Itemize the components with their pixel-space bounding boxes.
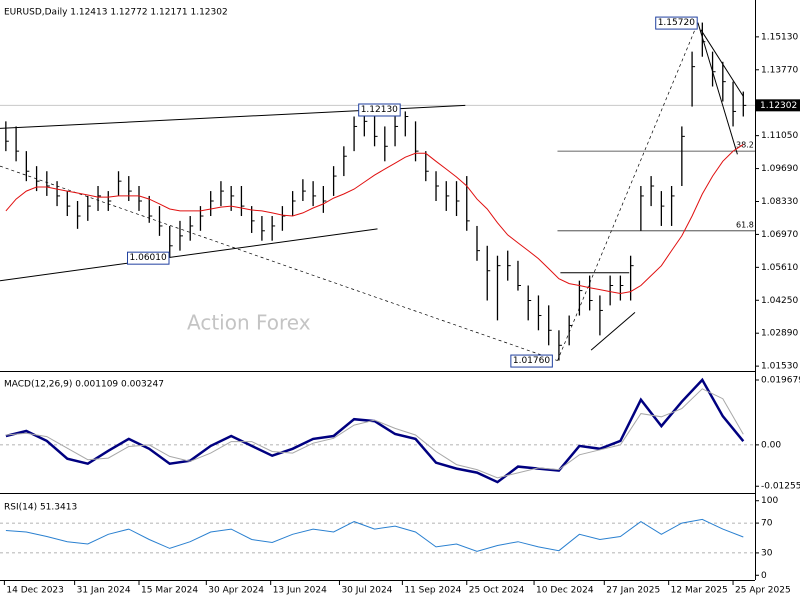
trendline <box>557 22 699 361</box>
x-tick-label: 15 Mar 2024 <box>141 586 198 596</box>
fib-label: 38.2 <box>736 141 754 150</box>
last-price-label: 1.12302 <box>760 101 797 111</box>
x-tick-label: 13 Jun 2024 <box>273 586 327 596</box>
y-tick-label: 0.019679 <box>761 376 800 386</box>
price-label-box <box>127 251 170 265</box>
trendline <box>0 228 378 282</box>
price-label: 1.01760 <box>513 356 550 366</box>
y-tick-label: 1.15130 <box>761 32 798 42</box>
y-tick-label: 100 <box>761 496 778 506</box>
y-tick-label: 1.06970 <box>761 230 798 240</box>
price-label-box <box>358 103 401 117</box>
y-tick-label: -0.012552 <box>761 482 800 492</box>
price-label-box <box>655 16 698 30</box>
x-tick-label: 31 Jan 2024 <box>77 586 131 596</box>
panel-title: EURUSD,Daily 1.12413 1.12772 1.12171 1.1… <box>4 8 228 18</box>
y-tick-label: 30 <box>761 548 773 558</box>
indicator-line <box>5 377 745 484</box>
price-label-box <box>510 354 553 368</box>
panel-title: MACD(12,26,9) 0.001109 0.003247 <box>4 380 164 390</box>
panel-title: RSI(14) 51.3413 <box>4 503 77 513</box>
watermark: Action Forex <box>187 311 311 335</box>
price-label: 1.15720 <box>658 18 695 28</box>
indicator-line <box>5 388 744 479</box>
y-tick-label: 1.08330 <box>761 197 798 207</box>
y-tick-label: 1.09690 <box>761 164 798 174</box>
y-tick-label: 0.00 <box>761 440 781 450</box>
x-tick-label: 14 Dec 2023 <box>6 586 64 596</box>
indicator-line <box>5 518 744 552</box>
x-tick-label: 12 Mar 2025 <box>671 586 728 596</box>
x-tick-label: 10 Dec 2024 <box>536 586 594 596</box>
price-label: 1.06010 <box>130 253 167 263</box>
y-tick-label: 1.05610 <box>761 263 798 273</box>
y-tick-label: 1.13770 <box>761 65 798 75</box>
x-tick-label: 27 Jan 2025 <box>606 586 660 596</box>
fib-label: 61.8 <box>736 220 754 229</box>
moving-average <box>5 143 744 295</box>
x-tick-label: 25 Apr 2025 <box>735 586 791 596</box>
y-tick-label: 1.01530 <box>761 362 798 372</box>
trendline <box>590 312 636 351</box>
y-tick-label: 1.02890 <box>761 329 798 339</box>
y-tick-label: 1.04250 <box>761 296 798 306</box>
price-label: 1.12130 <box>361 105 398 115</box>
trendline <box>697 22 738 155</box>
y-tick-label: 1.11050 <box>761 131 798 141</box>
x-tick-label: 30 Jul 2024 <box>341 586 392 596</box>
x-tick-label: 11 Sep 2024 <box>404 586 461 596</box>
y-tick-label: 0 <box>761 571 767 581</box>
last-price-box <box>756 99 800 112</box>
trendline <box>700 29 744 97</box>
x-tick-label: 30 Apr 2024 <box>208 586 264 596</box>
x-tick-label: 25 Oct 2024 <box>469 586 525 596</box>
y-tick-label: 70 <box>761 519 773 529</box>
trendline <box>0 165 558 361</box>
